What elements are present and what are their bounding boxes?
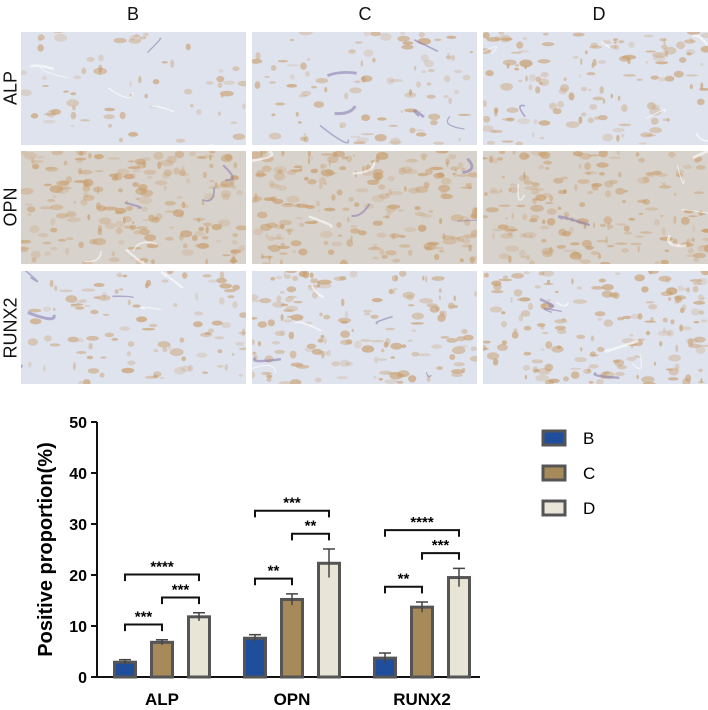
bar-c-alp bbox=[150, 640, 174, 679]
column-label-b: B bbox=[126, 4, 139, 24]
bar-chart: 0 10 20 30 40 50 Positive proportion(%) ALP OPN R… bbox=[35, 415, 595, 709]
y-tick-label: 10 bbox=[69, 619, 87, 636]
significance-bracket bbox=[254, 509, 330, 518]
column-label-c: C bbox=[358, 4, 372, 24]
row-label-runx2: RUNX2 bbox=[0, 297, 21, 359]
bar-b-opn bbox=[243, 636, 267, 679]
bar-c-opn bbox=[280, 597, 304, 679]
bar-c-runx2 bbox=[410, 605, 434, 679]
x-tick-label: ALP bbox=[145, 690, 179, 709]
y-axis-label: Positive proportion(%) bbox=[35, 442, 57, 656]
significance-label: *** bbox=[172, 581, 190, 598]
y-tick-label: 50 bbox=[69, 415, 87, 432]
legend-label-d: D bbox=[583, 499, 595, 518]
micrograph-opn-d bbox=[483, 151, 708, 264]
significance-label: ** bbox=[268, 563, 280, 580]
micrograph-alp-d bbox=[483, 32, 708, 145]
legend-swatch-d bbox=[541, 499, 567, 517]
significance-bracket bbox=[384, 585, 423, 594]
x-tick-label: OPN bbox=[274, 690, 311, 709]
significance-label: **** bbox=[410, 514, 434, 531]
legend-label-b: B bbox=[583, 429, 594, 448]
bar-d-alp bbox=[187, 615, 211, 679]
legend-swatch-c bbox=[541, 464, 567, 482]
significance-bracket bbox=[254, 577, 293, 586]
significance-label: **** bbox=[150, 558, 174, 575]
legend-label-c: C bbox=[583, 464, 595, 483]
y-tick-label: 40 bbox=[69, 466, 87, 483]
bar-d-runx2 bbox=[447, 576, 471, 679]
micrograph-alp-c bbox=[252, 32, 477, 145]
micrograph-runx2-b bbox=[21, 271, 246, 384]
column-label-d: D bbox=[592, 4, 606, 24]
row-label-alp: ALP bbox=[0, 70, 21, 106]
row-label-opn: OPN bbox=[0, 187, 21, 227]
micrograph-alp-b bbox=[21, 32, 246, 145]
significance-bracket bbox=[384, 529, 460, 537]
significance-bracket bbox=[161, 596, 200, 605]
x-tick-label: RUNX2 bbox=[393, 690, 451, 709]
legend-swatch-b bbox=[541, 429, 567, 447]
micrograph-runx2-d bbox=[483, 271, 708, 384]
significance-label: *** bbox=[135, 608, 153, 625]
significance-bracket bbox=[421, 552, 460, 560]
significance-label: *** bbox=[283, 495, 301, 512]
bar-d-opn bbox=[317, 561, 341, 679]
y-tick-label: 20 bbox=[69, 568, 87, 585]
significance-label: ** bbox=[398, 571, 410, 588]
significance-bracket bbox=[124, 623, 163, 632]
significance-bracket bbox=[291, 532, 330, 541]
micrograph-opn-b bbox=[21, 151, 246, 264]
y-tick-label: 0 bbox=[78, 670, 87, 687]
significance-label: *** bbox=[432, 537, 450, 554]
micrograph-runx2-c bbox=[252, 271, 477, 384]
micrograph-opn-c bbox=[252, 151, 477, 264]
y-tick-label: 30 bbox=[69, 517, 87, 534]
significance-bracket bbox=[124, 573, 200, 582]
significance-label: ** bbox=[305, 518, 317, 535]
